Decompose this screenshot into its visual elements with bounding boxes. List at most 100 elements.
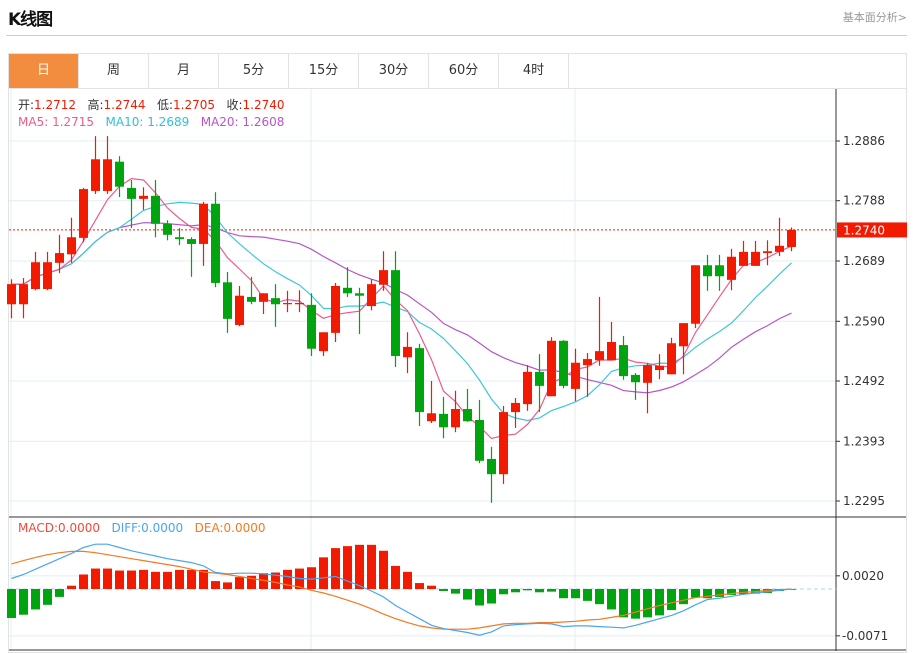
tab-4hour[interactable]: 4时 — [499, 54, 569, 88]
macd-bar — [535, 589, 544, 593]
macd-bar — [259, 573, 268, 589]
candle-up — [751, 251, 760, 266]
candle-up — [775, 245, 784, 252]
tab-day[interactable]: 日 — [9, 54, 79, 88]
candle-up — [691, 265, 700, 324]
macd-bar — [667, 589, 676, 611]
macd-bar — [499, 589, 508, 595]
macd-bar — [103, 568, 112, 589]
price-tick-label: 1.2788 — [843, 194, 885, 208]
candle-up — [79, 189, 88, 238]
macd-bar — [451, 589, 460, 594]
candle-up — [427, 413, 436, 422]
fundamental-analysis-link[interactable]: 基本面分析> — [842, 11, 907, 24]
candle-up — [43, 262, 52, 290]
macd-value: 0.0000 — [58, 521, 101, 535]
open-value: 1.2712 — [34, 98, 77, 112]
price-tick-label: 1.2886 — [843, 134, 885, 148]
price-tick-label: 1.2590 — [843, 314, 885, 328]
candle-up — [331, 285, 340, 333]
ma10-value: 1.2689 — [147, 115, 190, 129]
price-tick-label: 1.2689 — [843, 254, 885, 268]
candle-up — [319, 332, 328, 352]
macd-bar — [235, 577, 244, 589]
tab-5min[interactable]: 5分 — [219, 54, 289, 88]
macd-bar — [403, 571, 412, 589]
candle-down — [475, 419, 484, 461]
ma10-line — [11, 201, 792, 422]
candle-up — [199, 203, 208, 244]
candle-up — [583, 359, 592, 366]
macd-bar — [679, 589, 688, 605]
macd-bar — [139, 569, 148, 589]
candle-up — [523, 371, 532, 405]
ma5-line — [11, 177, 792, 440]
tab-30min[interactable]: 30分 — [359, 54, 429, 88]
candle-down — [187, 239, 196, 244]
candle-up — [55, 253, 64, 263]
macd-bar — [475, 589, 484, 606]
candle-down — [631, 374, 640, 383]
ma20-label: MA20: — [200, 115, 239, 129]
candle-down — [487, 458, 496, 475]
candle-up — [67, 237, 76, 255]
macd-bar — [703, 589, 712, 599]
ma20-line — [11, 222, 792, 394]
macd-bar — [715, 589, 724, 597]
macd-bar — [43, 589, 52, 605]
macd-bar — [319, 557, 328, 589]
candle-up — [547, 340, 556, 397]
macd-tick-label: -0.0071 — [842, 629, 888, 643]
macd-tick-label: 0.0020 — [842, 569, 884, 583]
macd-bar — [415, 583, 424, 589]
tab-month[interactable]: 月 — [149, 54, 219, 88]
candle-up — [7, 284, 16, 305]
candle-down — [175, 237, 184, 240]
period-tabs: 日 周 月 5分 15分 30分 60分 4时 — [9, 54, 569, 89]
macd-bar — [463, 589, 472, 600]
candle-up — [511, 402, 520, 413]
macd-bar — [607, 589, 616, 610]
candle-down — [151, 195, 160, 224]
macd-bar — [487, 589, 496, 604]
macd-bar — [115, 570, 124, 589]
tab-60min[interactable]: 60分 — [429, 54, 499, 88]
header-divider — [6, 35, 907, 36]
candle-up — [283, 303, 292, 305]
macd-bar — [343, 546, 352, 589]
macd-label: MACD: — [18, 521, 59, 535]
candle-down — [163, 223, 172, 235]
candle-up — [295, 303, 304, 305]
candle-up — [595, 351, 604, 361]
ma20-value: 1.2608 — [242, 115, 285, 129]
current-price-tag — [837, 222, 907, 238]
candle-up — [451, 409, 460, 428]
ma10-label: MA10: — [105, 115, 144, 129]
macd-bar — [427, 585, 436, 589]
macd-bar — [223, 582, 232, 589]
close-value: 1.2740 — [242, 98, 285, 112]
candle-down — [355, 293, 364, 296]
tab-week[interactable]: 周 — [79, 54, 149, 88]
candle-down — [439, 413, 448, 428]
dea-label: DEA: — [194, 521, 224, 535]
macd-bar — [523, 589, 532, 591]
macd-bar — [511, 589, 520, 593]
tabs-filler — [569, 54, 907, 89]
macd-bar — [727, 589, 736, 595]
macd-bar — [691, 589, 700, 598]
tab-15min[interactable]: 15分 — [289, 54, 359, 88]
macd-bar — [55, 589, 64, 597]
candle-down — [211, 203, 220, 283]
macd-bar — [391, 565, 400, 589]
price-tick-label: 1.2492 — [843, 374, 885, 388]
macd-bar — [211, 581, 220, 589]
candle-down — [223, 282, 232, 319]
candle-up — [103, 159, 112, 191]
dea-value: 0.0000 — [223, 521, 266, 535]
candle-up — [655, 365, 664, 371]
macd-bar — [439, 589, 448, 591]
macd-bar — [583, 589, 592, 601]
page-title: K线图 — [8, 10, 53, 30]
